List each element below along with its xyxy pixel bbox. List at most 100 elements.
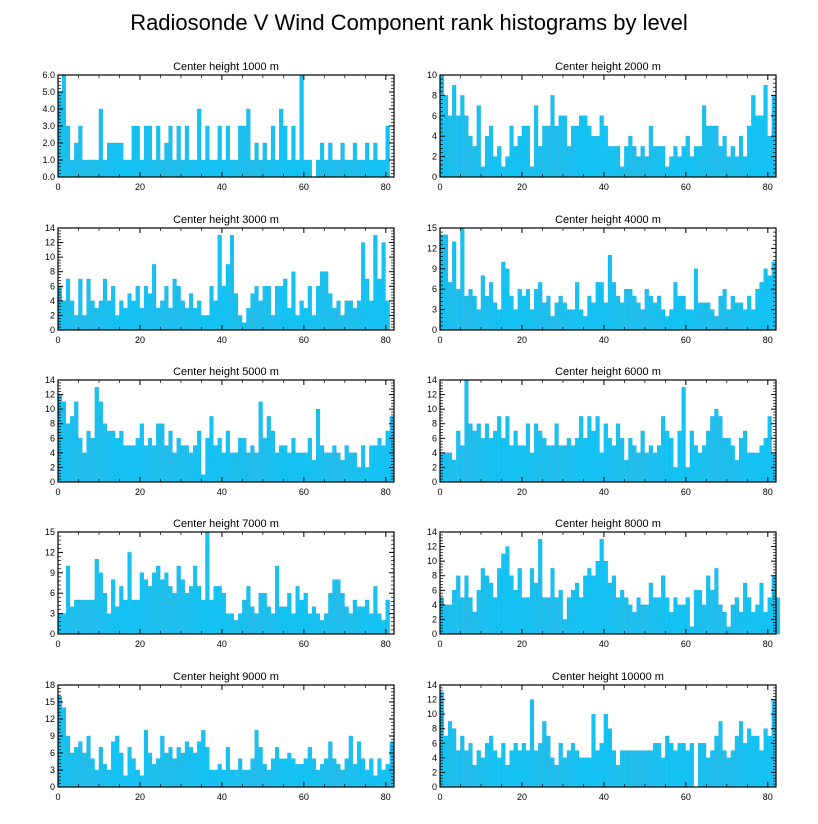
bar <box>456 289 461 331</box>
x-tick-label: 20 <box>135 335 145 345</box>
panel-title: Center height 6000 m <box>555 366 661 378</box>
bar <box>673 750 678 788</box>
bar <box>763 268 768 331</box>
bar <box>673 467 678 483</box>
bar <box>599 452 604 483</box>
bar <box>328 593 333 635</box>
y-tick-label: 14 <box>427 375 437 385</box>
bar <box>303 307 308 331</box>
bar <box>270 613 275 635</box>
y-tick-label: 3 <box>50 609 55 619</box>
x-tick-label: 80 <box>763 792 773 802</box>
bar <box>315 408 321 483</box>
bar <box>698 146 703 178</box>
bar <box>86 599 91 635</box>
bar <box>517 750 522 788</box>
y-tick-label: 10 <box>427 709 437 719</box>
bar <box>689 743 694 788</box>
bar <box>579 597 584 635</box>
bar <box>616 423 621 483</box>
bar <box>652 597 657 635</box>
bar <box>221 159 226 178</box>
bar <box>538 539 543 635</box>
bar <box>734 302 739 331</box>
bar <box>201 474 206 483</box>
bar <box>352 764 357 788</box>
bar <box>356 467 362 483</box>
bar <box>172 278 177 331</box>
bar <box>452 590 457 635</box>
x-tick-label: 40 <box>599 639 609 649</box>
y-tick-label: 14 <box>427 680 437 690</box>
bar <box>611 146 616 178</box>
bar <box>710 125 715 178</box>
bar <box>262 764 267 788</box>
bar <box>295 159 300 178</box>
bar <box>738 136 744 178</box>
bar <box>78 741 83 788</box>
bar <box>365 278 370 331</box>
y-tick-label: 10 <box>45 252 55 262</box>
bar <box>295 315 300 331</box>
bar <box>636 750 641 788</box>
bar <box>698 590 703 635</box>
bar <box>111 286 116 331</box>
bar <box>587 757 592 788</box>
bar <box>616 597 621 635</box>
y-tick-label: 3 <box>50 765 55 775</box>
bar <box>369 159 374 178</box>
bar <box>484 423 489 483</box>
bar <box>525 597 530 635</box>
bar <box>242 769 247 788</box>
bar <box>632 146 637 178</box>
bar <box>751 452 756 483</box>
y-tick-label: 2 <box>432 152 437 162</box>
bar <box>710 309 715 331</box>
bar <box>258 300 263 331</box>
bar <box>266 286 271 331</box>
bar <box>755 289 760 331</box>
bar <box>501 553 506 635</box>
bar <box>303 159 308 178</box>
bar <box>669 156 674 178</box>
bar <box>599 743 604 788</box>
bar <box>352 452 357 483</box>
bar <box>579 309 584 331</box>
bar <box>599 115 604 178</box>
panel-title: Center height 7000 m <box>173 518 279 530</box>
bar <box>315 286 321 331</box>
y-tick-label: 12 <box>427 243 437 253</box>
bar <box>558 445 563 483</box>
bar <box>476 105 481 178</box>
bar <box>115 438 120 483</box>
bar <box>718 721 723 788</box>
bar <box>287 307 292 331</box>
bar <box>525 289 530 331</box>
bar <box>607 146 612 178</box>
bar <box>460 735 465 788</box>
bar <box>497 309 502 331</box>
bar <box>201 599 206 635</box>
bar <box>628 136 633 178</box>
x-tick-label: 80 <box>381 182 391 192</box>
bar <box>726 626 731 635</box>
bar <box>751 95 756 178</box>
bar <box>587 568 592 635</box>
bar <box>373 586 378 635</box>
bar <box>685 136 690 178</box>
bar <box>505 268 510 331</box>
bar <box>497 416 502 483</box>
bar <box>759 282 764 331</box>
bar <box>205 438 210 483</box>
bar <box>209 416 214 483</box>
bar <box>734 735 739 788</box>
bar <box>275 747 280 788</box>
bar <box>61 401 66 483</box>
bar <box>632 611 637 635</box>
bar <box>225 264 230 331</box>
bar <box>160 159 165 178</box>
bar <box>356 159 362 178</box>
bar <box>328 452 333 483</box>
bar <box>336 764 341 788</box>
bar <box>603 302 608 331</box>
